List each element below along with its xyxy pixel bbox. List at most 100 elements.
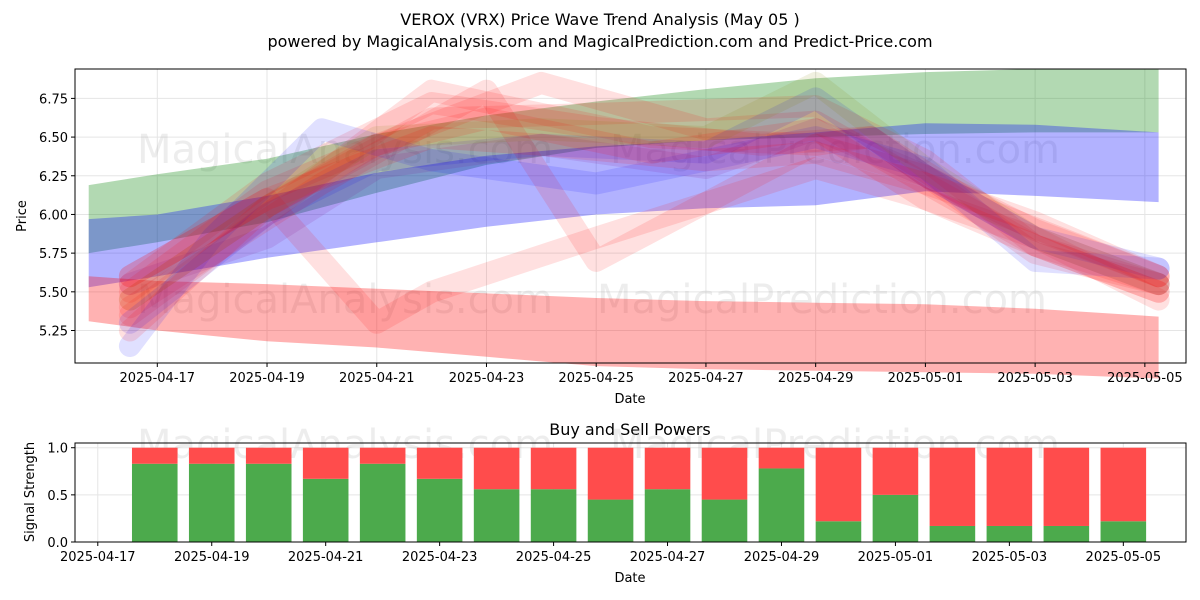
buy-bar (188, 463, 235, 542)
price-y-tick-label: 6.50 (39, 131, 68, 146)
sell-bar (359, 447, 406, 464)
price-wave-6 (118, 118, 1170, 357)
buy-bar (758, 468, 805, 542)
signal-y-tick-label: 0.5 (47, 489, 68, 504)
signal-x-tick-label: 2025-05-03 (972, 550, 1048, 565)
price-wave-9 (118, 71, 1170, 311)
sell-bar (701, 447, 748, 500)
sell-bar (416, 447, 463, 479)
price-y-tick-label: 5.50 (39, 286, 68, 301)
buy-bar (1043, 525, 1090, 542)
price-watermark-1: MagicalAnalysis.com (137, 127, 553, 173)
buy-bar (929, 525, 976, 542)
buy-bar (1100, 521, 1147, 542)
price-watermark-2: MagicalPrediction.com (610, 127, 1060, 173)
price-wave-3 (118, 79, 1170, 319)
sell-bar (1043, 447, 1090, 526)
price-x-tick-label: 2025-04-25 (558, 371, 634, 386)
price-watermark-4: MagicalPrediction.com (597, 277, 1047, 323)
price-x-tick-label: 2025-04-27 (668, 371, 744, 386)
price-wave-0 (118, 92, 1170, 296)
price-waves (118, 71, 1170, 357)
buy-bar (530, 489, 577, 542)
chart-subtitle: powered by MagicalAnalysis.com and Magic… (267, 32, 932, 51)
sell-bar (245, 447, 292, 464)
price-x-tick-label: 2025-04-17 (120, 371, 196, 386)
buy-bar (815, 521, 862, 542)
price-grid (75, 69, 1186, 363)
price-y-tick-label: 6.25 (39, 170, 68, 185)
price-y-tick-label: 5.75 (39, 247, 68, 262)
buy-bar (872, 494, 919, 542)
signal-bars (131, 447, 1147, 542)
signal-x-tick-label: 2025-04-17 (60, 550, 136, 565)
sell-bar (188, 447, 235, 464)
price-x-tick-label: 2025-05-01 (888, 371, 964, 386)
price-x-tick-label: 2025-05-05 (1107, 371, 1183, 386)
sell-bar (815, 447, 862, 522)
signal-y-axis-label: Signal Strength (23, 442, 38, 542)
sell-bar (587, 447, 634, 500)
price-y-axis-label: Price (15, 200, 30, 232)
buy-bar (131, 463, 178, 542)
price-y-tick-label: 6.00 (39, 208, 68, 223)
price-panel: MagicalAnalysis.com MagicalPrediction.co… (15, 68, 1187, 407)
chart-title: VEROX (VRX) Price Wave Trend Analysis (M… (400, 10, 799, 29)
signal-x-tick-label: 2025-05-05 (1086, 550, 1162, 565)
buy-bar (473, 489, 520, 542)
buy-bar (416, 478, 463, 542)
price-wave-7 (118, 87, 1170, 334)
price-y-tick-label: 6.75 (39, 92, 68, 107)
signal-x-tick-label: 2025-04-25 (516, 550, 592, 565)
buy-bar (587, 499, 634, 542)
sell-bar (302, 447, 349, 479)
buy-bar (644, 489, 691, 542)
signal-x-tick-label: 2025-04-27 (630, 550, 706, 565)
signal-x-tick-label: 2025-04-23 (402, 550, 478, 565)
price-band-2 (88, 276, 1159, 379)
sell-bar (929, 447, 976, 526)
price-ticks: 2025-04-17 2025-04-19 2025-04-21 2025-04-23… (39, 92, 1183, 386)
price-x-tick-label: 2025-04-23 (449, 371, 525, 386)
price-x-tick-label: 2025-05-03 (997, 371, 1073, 386)
signal-x-axis-label: Date (614, 571, 645, 586)
price-wave-2 (118, 157, 1170, 334)
buy-bar (701, 499, 748, 542)
signal-panel: Buy and Sell Powers MagicalAnalysis.com … (23, 420, 1187, 586)
price-wave-1 (118, 95, 1170, 311)
price-wave-10 (118, 107, 1170, 342)
price-x-tick-label: 2025-04-29 (778, 371, 854, 386)
signal-y-tick-label: 0.0 (47, 536, 68, 551)
signal-y-tick-label: 1.0 (47, 442, 68, 457)
signal-ticks: 2025-04-17 2025-04-19 2025-04-21 2025-04-23… (47, 442, 1161, 565)
price-plot-border (74, 68, 1187, 364)
signal-plot-border (74, 442, 1187, 543)
signal-x-tick-label: 2025-04-21 (288, 550, 364, 565)
signal-panel-title: Buy and Sell Powers (549, 420, 711, 439)
buy-bar (986, 525, 1033, 542)
price-band-0 (88, 69, 1159, 254)
price-wave-5 (118, 79, 1170, 326)
sell-bar (1100, 447, 1147, 522)
sell-bar (644, 447, 691, 490)
signal-x-tick-label: 2025-04-19 (174, 550, 250, 565)
buy-bar (245, 463, 292, 542)
signal-x-tick-label: 2025-04-29 (744, 550, 820, 565)
price-watermark-3: MagicalAnalysis.com (137, 277, 553, 323)
signal-x-tick-label: 2025-05-01 (858, 550, 934, 565)
buy-bar (359, 463, 406, 542)
price-plot-frame (75, 69, 1186, 363)
price-wave-4 (118, 71, 1170, 303)
sell-bar (872, 447, 919, 495)
price-x-tick-label: 2025-04-21 (339, 371, 415, 386)
sell-bar (530, 447, 577, 490)
buy-bar (302, 478, 349, 542)
sell-bar (473, 447, 520, 490)
price-y-tick-label: 5.25 (39, 325, 68, 340)
price-x-tick-label: 2025-04-19 (229, 371, 305, 386)
sell-bar (758, 447, 805, 469)
sell-bar (986, 447, 1033, 526)
price-bands (88, 69, 1159, 379)
price-band-1 (88, 123, 1159, 288)
